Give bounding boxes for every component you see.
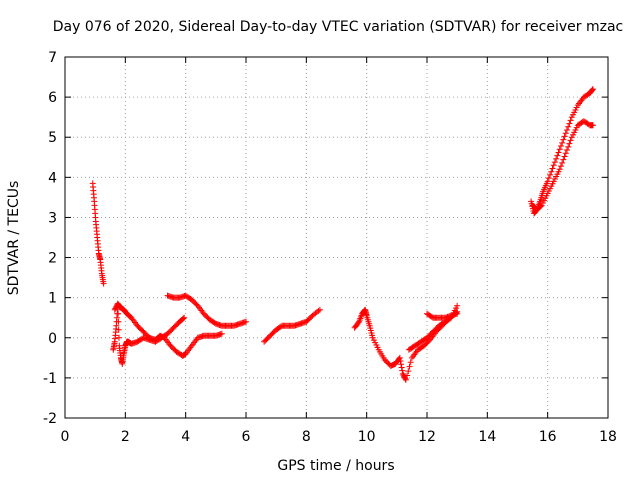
data-point [544,178,551,185]
data-point [556,166,563,173]
x-tick-label: 10 [358,429,376,445]
x-tick-label: 6 [242,429,251,445]
data-point [316,306,323,313]
data-point [115,334,122,341]
data-point [406,363,413,370]
x-tick-label: 2 [121,429,130,445]
x-tick-label: 14 [478,429,496,445]
data-point [397,358,404,365]
data-point [557,143,564,150]
data-point [398,361,405,368]
x-tick-label: 16 [539,429,557,445]
data-point [218,330,225,337]
series-track1 [89,180,107,287]
data-point [396,354,403,361]
series-track10 [529,118,596,213]
y-tick-label: 1 [48,291,57,307]
y-tick-label: -1 [43,371,57,387]
grid-lines [65,57,608,418]
data-point [115,318,122,325]
data-point [561,153,568,160]
data-point [562,130,569,137]
x-tick-label: 4 [181,429,190,445]
data-point [567,137,574,144]
x-axis-label: GPS time / hours [277,458,394,474]
data-point [556,146,563,153]
data-point [398,364,405,371]
data-point [548,168,555,175]
data-point [566,120,573,127]
y-tick-label: 0 [48,331,57,347]
data-point [559,159,566,166]
y-tick-label: -2 [43,411,57,427]
data-point [565,123,572,130]
x-tick-label: 0 [61,429,70,445]
data-point [407,359,414,366]
data-point [563,147,570,154]
y-tick-label: 5 [48,130,57,146]
series-track9 [528,86,596,217]
data-point [547,171,554,178]
axis-ticks [64,56,609,419]
data-point [454,302,461,309]
data-point [589,122,596,129]
y-tick-label: 2 [48,251,57,267]
data-point [115,310,122,317]
data-points [89,86,596,383]
data-point [589,86,596,93]
data-point [243,318,249,325]
x-tick-label: 18 [599,429,617,445]
data-point [454,310,461,317]
data-point [589,86,596,93]
y-tick-label: 4 [48,170,57,186]
data-point [555,149,562,156]
data-point [565,143,572,150]
y-tick-label: 7 [48,50,57,66]
series-track7 [405,302,461,353]
series-track5 [261,306,323,345]
data-point [567,117,574,124]
data-point [115,326,122,333]
y-tick-labels: -2 -1 0 1 2 3 4 5 6 7 [43,50,57,427]
data-point [566,140,573,147]
data-point [561,133,568,140]
y-axis-label: SDTVAR / TECUs [6,181,22,296]
series-track4 [164,292,249,329]
data-point [181,314,188,321]
x-tick-label: 12 [418,429,436,445]
y-tick-label: 6 [48,90,57,106]
data-point [180,315,187,322]
data-point [550,162,557,169]
data-point [402,376,409,383]
data-point [551,159,558,166]
x-tick-label: 8 [302,429,311,445]
data-point [562,150,569,157]
data-point [537,203,544,210]
series-track3 [111,300,225,359]
data-point [557,163,564,170]
data-point [563,127,570,134]
data-point [549,165,556,172]
data-point [560,136,567,143]
data-point [554,152,561,159]
chart-title: Day 076 of 2020, Sidereal Day-to-day VTE… [53,19,623,35]
y-tick-label: 3 [48,210,57,226]
data-point [399,367,406,374]
data-point [404,372,411,379]
x-tick-labels: 0 2 4 6 8 10 12 14 16 18 [61,429,617,445]
plot-frame [64,56,609,419]
data-point [553,155,560,162]
data-point [402,375,409,382]
data-point [560,156,567,163]
series-track8 [424,310,461,321]
data-point [545,175,552,182]
data-point [100,280,107,287]
data-point [405,368,412,375]
data-point [559,139,566,146]
